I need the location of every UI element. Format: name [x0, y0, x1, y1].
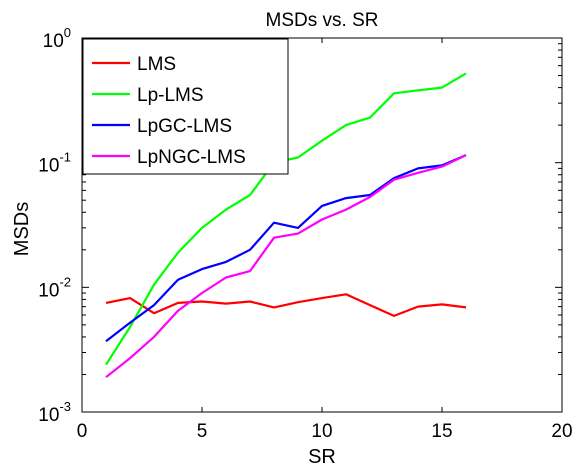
- series-line-lpngc-lms: [105, 154, 467, 379]
- y-tick-label: 10-2: [38, 274, 71, 301]
- y-axis-label: MSDs: [11, 202, 33, 256]
- legend: LMS Lp-LMS LpGC-LMS LpNGC-LMS: [82, 38, 289, 175]
- x-axis-label: SR: [308, 446, 336, 468]
- x-tick-label: 0: [77, 421, 88, 442]
- legend-box: [82, 38, 289, 175]
- legend-label: LpNGC-LMS: [137, 147, 246, 168]
- series-line-lms: [105, 293, 467, 317]
- x-tick-label: 20: [551, 421, 572, 442]
- y-tick-label: 100: [43, 25, 71, 52]
- x-tick-label: 10: [311, 421, 332, 442]
- axes: 0 5 10 15 20 10-3 10-2 10-1 100: [38, 25, 572, 442]
- legend-label: Lp-LMS: [137, 85, 204, 106]
- y-tick-label: 10-1: [38, 150, 71, 177]
- x-tick-label: 5: [197, 421, 208, 442]
- legend-label: LMS: [137, 54, 176, 75]
- x-tick-label: 15: [431, 421, 452, 442]
- legend-label: LpGC-LMS: [137, 116, 232, 137]
- chart-title: MSDs vs. SR: [266, 10, 379, 31]
- y-tick-label: 10-3: [38, 399, 71, 426]
- series-line-lpgc-lms: [105, 154, 467, 343]
